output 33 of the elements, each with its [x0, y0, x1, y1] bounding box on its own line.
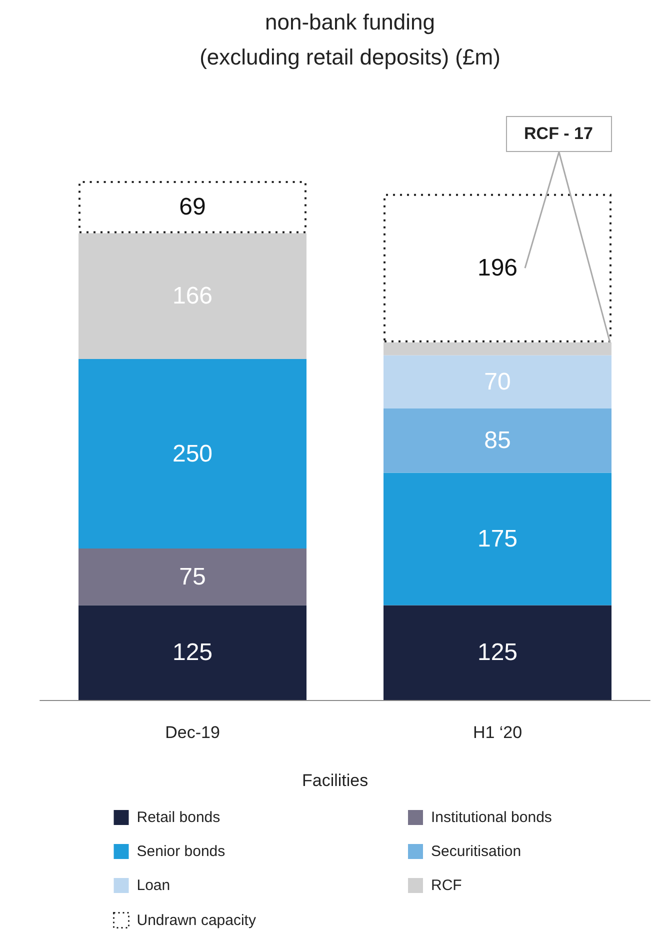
data-label: 70: [484, 368, 511, 396]
legend-label: Senior bonds: [136, 843, 226, 860]
bar: [384, 605, 612, 700]
bar: [78, 233, 306, 360]
legend-label: Securitisation: [431, 843, 522, 860]
bar: [384, 355, 612, 408]
chart-subtitle: (excluding retail deposits) (£m): [200, 44, 500, 70]
bar: [384, 408, 612, 473]
chart-title: non-bank funding: [264, 10, 436, 34]
legend-label: RCF: [431, 877, 462, 894]
bar: [78, 605, 306, 700]
data-label: 175: [477, 525, 518, 552]
bar: [78, 548, 306, 606]
legend-label: Loan: [136, 877, 170, 894]
x-tick-label: Dec-19: [165, 723, 220, 742]
bar: [78, 359, 306, 548]
data-label: 75: [179, 563, 206, 590]
bar: [384, 342, 612, 356]
data-label: 125: [477, 639, 518, 666]
legend-label: Institutional bonds: [431, 809, 552, 826]
data-label: 196: [477, 254, 518, 282]
x-tick-label: H1 ‘20: [472, 723, 522, 742]
legend-title: Facilities: [302, 771, 368, 790]
data-label: 69: [179, 194, 206, 221]
text: RCF - 17: [524, 124, 593, 144]
data-label: 250: [172, 440, 213, 468]
bar: [384, 194, 612, 342]
data-label: 85: [484, 427, 511, 454]
legend-label: Retail bonds: [136, 809, 220, 826]
legend-label: Undrawn capacity: [136, 912, 256, 929]
bar: [78, 181, 306, 234]
bar: [384, 472, 612, 606]
data-label: 125: [172, 639, 213, 666]
